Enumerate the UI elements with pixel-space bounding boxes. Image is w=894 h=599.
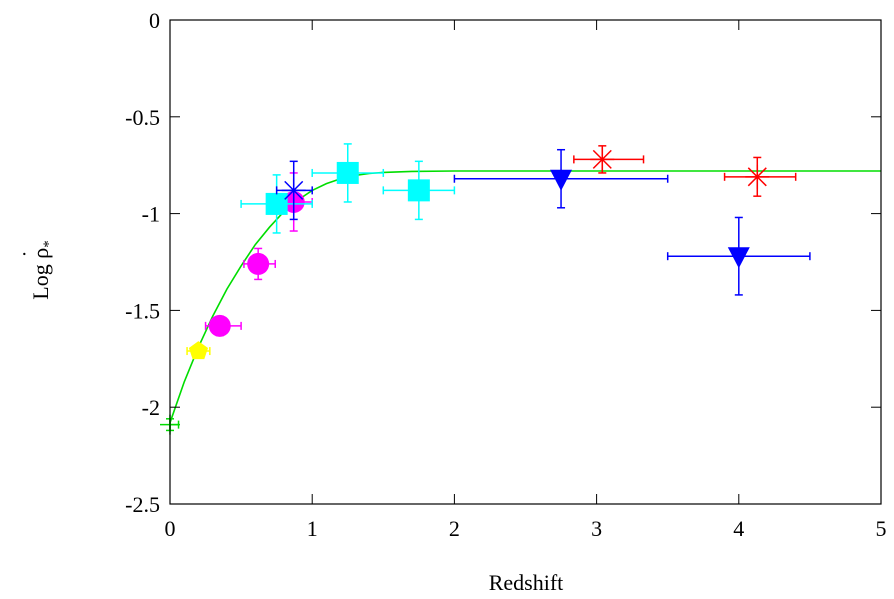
data-points-layer bbox=[160, 143, 811, 435]
triangle-marker bbox=[727, 247, 750, 269]
fit-curve-layer bbox=[169, 170, 881, 423]
asterisk-stroke bbox=[747, 167, 767, 187]
data-point-circle bbox=[243, 247, 276, 281]
data-point-asterisk bbox=[723, 156, 797, 197]
y-tick-label: 0 bbox=[149, 8, 160, 33]
y-tick-label: -1 bbox=[142, 202, 160, 227]
x-tick-label: 1 bbox=[307, 516, 318, 541]
square-marker bbox=[336, 161, 359, 184]
plot-frame bbox=[169, 19, 882, 505]
triangle-marker bbox=[550, 169, 573, 191]
data-point-asterisk bbox=[573, 145, 645, 174]
y-tick-label: -0.5 bbox=[125, 105, 160, 130]
x-tick-label: 2 bbox=[449, 516, 460, 541]
x-tick-label: 4 bbox=[733, 516, 744, 541]
y-axis-title-main: Log ρ bbox=[28, 248, 53, 300]
y-axis-title: Log ρ* ˙ bbox=[18, 240, 57, 299]
asterisk-stroke bbox=[284, 180, 304, 200]
y-axis-title-subscript: * bbox=[41, 240, 57, 248]
circle-marker bbox=[247, 252, 270, 275]
data-point-asterisk bbox=[275, 160, 313, 221]
y-tick-label: -2 bbox=[142, 395, 160, 420]
y-axis-title-dot: ˙ bbox=[18, 250, 43, 257]
data-point-circle bbox=[204, 314, 242, 337]
asterisk-stroke bbox=[592, 149, 612, 169]
x-tick-label: 3 bbox=[591, 516, 602, 541]
data-point-square bbox=[382, 160, 456, 221]
svg-text:Log ρ*: Log ρ* bbox=[28, 240, 57, 299]
square-marker bbox=[265, 192, 288, 215]
y-tick-label: -2.5 bbox=[125, 492, 160, 517]
x-tick-label: 0 bbox=[165, 516, 176, 541]
square-marker bbox=[407, 179, 430, 202]
circle-marker bbox=[208, 314, 231, 337]
data-point-square bbox=[240, 174, 313, 234]
y-tick-label: -1.5 bbox=[125, 298, 160, 323]
data-point-square bbox=[311, 143, 385, 203]
data-point-pentagon bbox=[186, 341, 211, 360]
data-point-triangle-down bbox=[453, 148, 669, 209]
x-tick-label: 5 bbox=[876, 516, 887, 541]
fit-curve bbox=[169, 170, 881, 423]
x-axis-title: Redshift bbox=[489, 570, 564, 595]
pentagon-marker bbox=[188, 341, 208, 360]
data-point-triangle-down bbox=[666, 216, 811, 296]
axes-layer: 0 1 2 3 4 5 0 -0.5 -1 -1.5 -2 -2.5 bbox=[125, 8, 886, 541]
